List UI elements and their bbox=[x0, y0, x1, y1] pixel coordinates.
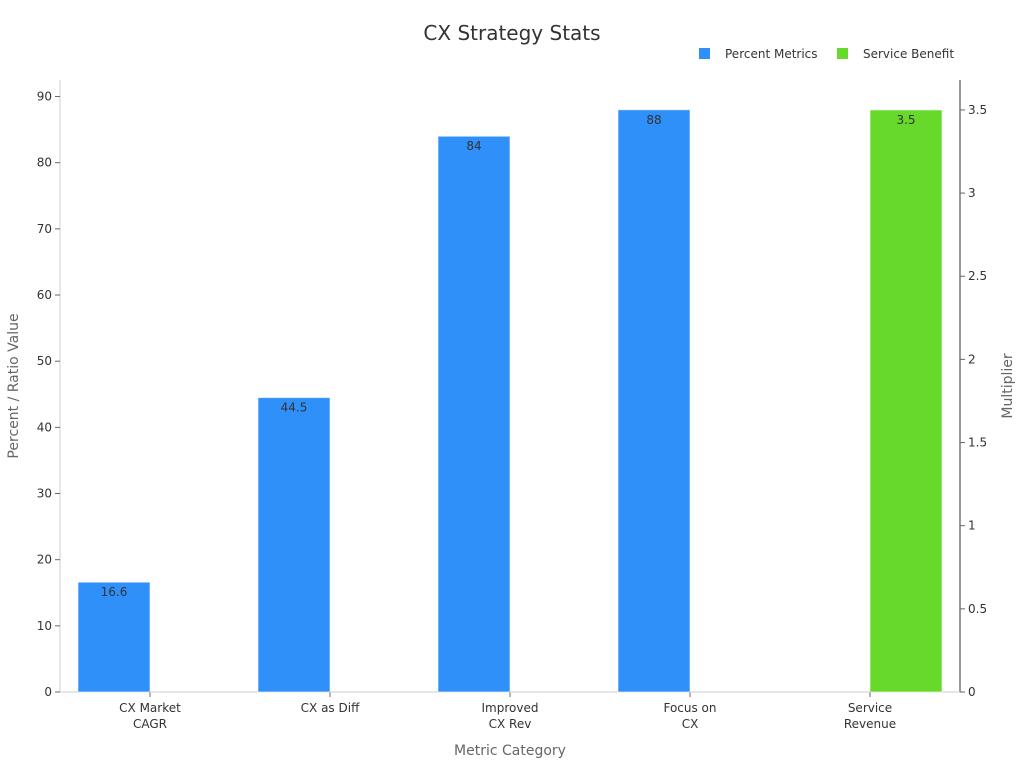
x-axis: CX Market CAGR CX as Diff Improved CX Rev Foc… bbox=[60, 691, 960, 731]
x-tick-label: CAGR bbox=[133, 717, 167, 731]
y-tick-label: 20 bbox=[37, 553, 52, 567]
y2-tick-label: 2.5 bbox=[968, 269, 987, 283]
legend-swatch-service-benefit bbox=[837, 48, 848, 59]
y2-tick-label: 1 bbox=[968, 519, 976, 533]
bar-value-label: 84 bbox=[466, 139, 481, 153]
bar-percent-metrics bbox=[77, 581, 151, 693]
legend-swatch-percent-metrics bbox=[699, 48, 710, 59]
y2-tick-label: 0.5 bbox=[968, 602, 987, 616]
bar-service-benefit bbox=[869, 109, 943, 693]
y2-axis-title: Multiplier bbox=[1000, 353, 1016, 419]
bar-percent-metrics bbox=[617, 109, 691, 693]
y2-tick-label: 3 bbox=[968, 186, 976, 200]
x-tick-label: CX bbox=[682, 717, 699, 731]
y-tick-label: 40 bbox=[37, 420, 52, 434]
legend-label-percent-metrics: Percent Metrics bbox=[725, 47, 818, 61]
y-axis-left: 0 10 20 30 40 50 60 70 80 90 bbox=[37, 80, 61, 699]
y-tick-label: 70 bbox=[37, 222, 52, 236]
legend-label-service-benefit: Service Benefit bbox=[863, 47, 954, 61]
y-tick-label: 80 bbox=[37, 156, 52, 170]
x-tick-label: CX as Diff bbox=[301, 701, 360, 715]
chart-title: CX Strategy Stats bbox=[423, 21, 600, 45]
y-axis-right: 0 0.5 1 1.5 2 2.5 3 3.5 bbox=[959, 80, 987, 699]
bar-value-label: 88 bbox=[646, 113, 661, 127]
y-tick-label: 90 bbox=[37, 90, 52, 104]
x-tick-label: Service bbox=[848, 701, 892, 715]
bar-value-label: 16.6 bbox=[101, 585, 128, 599]
y-axis-title: Percent / Ratio Value bbox=[6, 313, 22, 458]
x-tick-label: Revenue bbox=[844, 717, 896, 731]
bar-percent-metrics bbox=[257, 397, 331, 693]
y2-tick-label: 0 bbox=[968, 685, 976, 699]
x-tick-label: Improved bbox=[482, 701, 539, 715]
y2-tick-label: 3.5 bbox=[968, 103, 987, 117]
y-tick-label: 30 bbox=[37, 487, 52, 501]
y2-tick-label: 1.5 bbox=[968, 436, 987, 450]
x-tick-label: CX Market bbox=[119, 701, 181, 715]
x-axis-title: Metric Category bbox=[454, 743, 566, 759]
bar-percent-metrics bbox=[437, 135, 511, 693]
y2-tick-label: 2 bbox=[968, 352, 976, 366]
y-tick-label: 10 bbox=[37, 619, 52, 633]
bar-value-label: 3.5 bbox=[896, 113, 915, 127]
y-tick-label: 50 bbox=[37, 354, 52, 368]
legend: Percent Metrics Service Benefit bbox=[699, 47, 954, 61]
x-tick-label: Focus on bbox=[663, 701, 716, 715]
y-tick-label: 60 bbox=[37, 288, 52, 302]
y-tick-label: 0 bbox=[44, 685, 52, 699]
bars: 16.6 44.5 84 88 3.5 bbox=[77, 109, 943, 693]
x-tick-label: CX Rev bbox=[489, 717, 532, 731]
bar-value-label: 44.5 bbox=[281, 401, 308, 415]
